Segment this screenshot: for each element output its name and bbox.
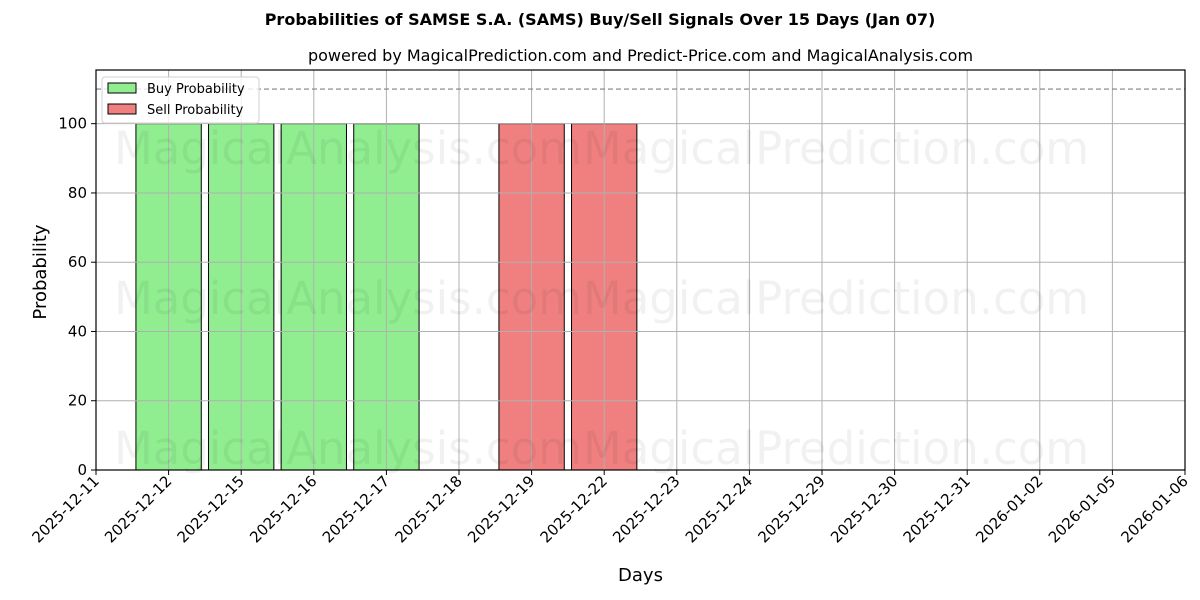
x-tick-label: 2025-12-30: [827, 472, 901, 546]
watermark-text: MagicalAnalysis.com: [114, 422, 582, 475]
y-tick-label: 100: [58, 115, 87, 133]
x-tick-label: 2026-01-06: [1117, 472, 1191, 546]
chart-title: Probabilities of SAMSE S.A. (SAMS) Buy/S…: [264, 10, 936, 29]
x-tick-label: 2025-12-15: [174, 472, 248, 546]
chart-subtitle: powered by MagicalPrediction.com and Pre…: [307, 46, 974, 65]
legend-label-sell: Sell Probability: [147, 103, 244, 118]
x-tick-label: 2026-01-02: [972, 472, 1046, 546]
x-tick-label: 2025-12-16: [246, 472, 320, 546]
x-tick-label: 2025-12-31: [900, 472, 974, 546]
legend-label-buy: Buy Probability: [147, 82, 245, 97]
x-tick-label: 2025-12-12: [101, 472, 175, 546]
legend-swatch-sell: [107, 103, 137, 115]
x-axis-label: Days: [618, 565, 663, 586]
y-tick-label: 80: [68, 184, 87, 202]
x-tick-label: 2026-01-05: [1045, 472, 1119, 546]
legend-box: [101, 76, 260, 124]
legend-swatch-buy: [107, 82, 137, 94]
x-tick-label: 2025-12-18: [391, 472, 465, 546]
y-tick-label: 0: [77, 461, 87, 479]
watermark-text: MagicalPrediction.com: [583, 272, 1089, 325]
y-tick-label: 40: [68, 322, 87, 340]
watermark-text: MagicalPrediction.com: [583, 122, 1089, 175]
watermark-text: MagicalAnalysis.com: [114, 272, 582, 325]
y-tick-label: 60: [68, 253, 87, 271]
y-axis-label: Probability: [30, 224, 51, 319]
y-tick-label: 20: [68, 392, 87, 410]
watermark-text: MagicalPrediction.com: [583, 422, 1089, 475]
x-tick-label: 2025-12-11: [28, 472, 102, 546]
x-tick-label: 2025-12-29: [754, 472, 828, 546]
plot-frame: [95, 69, 1186, 471]
x-tick-label: 2025-12-23: [609, 472, 683, 546]
x-tick-label: 2025-12-24: [682, 472, 756, 546]
watermark-text: MagicalAnalysis.com: [114, 122, 582, 175]
x-tick-label: 2025-12-17: [319, 472, 393, 546]
x-tick-label: 2025-12-22: [537, 472, 611, 546]
x-tick-label: 2025-12-19: [464, 472, 538, 546]
